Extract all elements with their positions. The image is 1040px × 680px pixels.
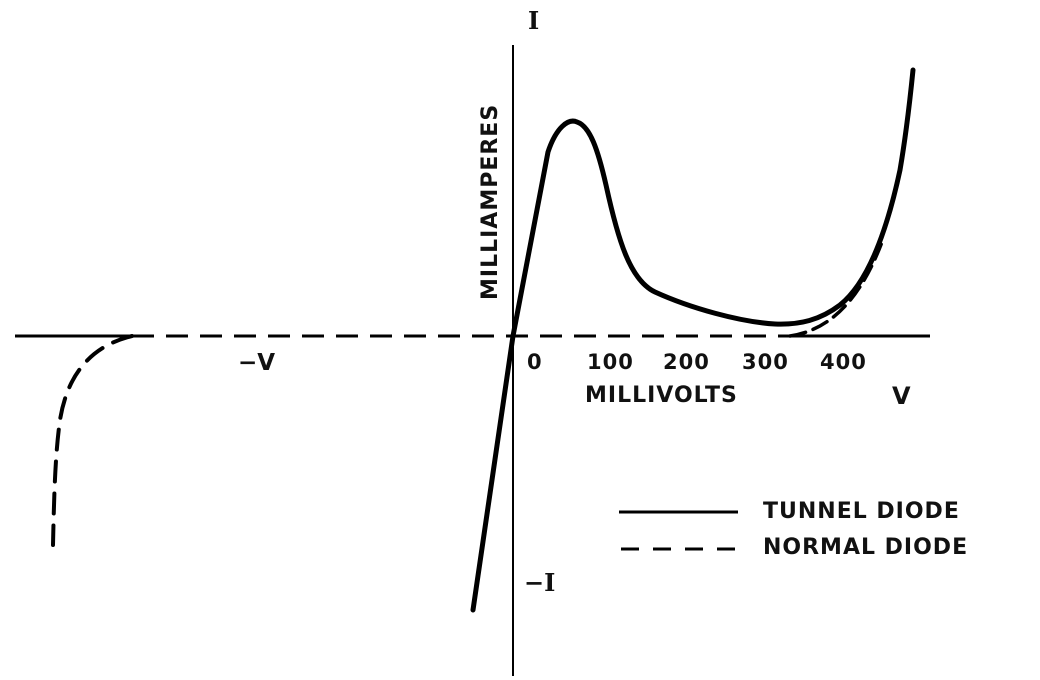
x-tick-label: 200 (663, 350, 710, 374)
x-tick-label: 300 (742, 350, 789, 374)
legend-label-tunnel: TUNNEL DIODE (763, 499, 960, 524)
x-tick-label: 100 (587, 350, 634, 374)
x-axis-positive-symbol: V (892, 382, 911, 410)
y-axis-negative-symbol: −I (524, 568, 556, 597)
x-axis-label: MILLIVOLTS (585, 383, 738, 408)
normal-diode-reverse-curve (51, 334, 134, 547)
legend-label-normal: NORMAL DIODE (763, 535, 969, 560)
normal-diode-forward-curve (788, 240, 884, 338)
y-axis-positive-symbol: I (528, 6, 540, 35)
tunnel-diode-curve (470, 67, 916, 613)
y-axis-label: MILLIAMPERES (478, 103, 503, 300)
x-tick-label: 0 (527, 350, 543, 374)
x-tick-label: 400 (820, 350, 867, 374)
x-axis-negative-symbol: −V (238, 350, 276, 376)
